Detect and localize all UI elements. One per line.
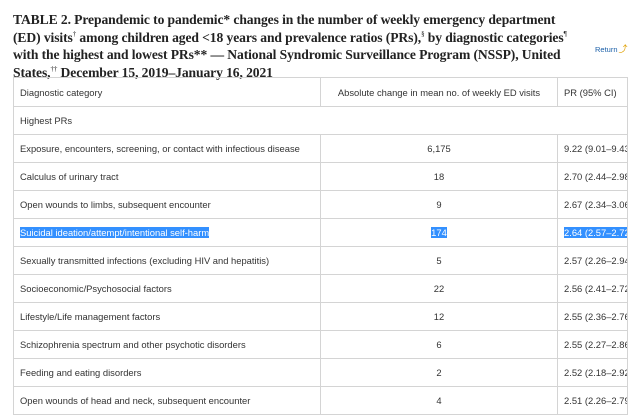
cell-change-text: 6,175	[427, 143, 451, 154]
caption-text-3: by diagnostic categories	[424, 29, 564, 45]
table-row: Open wounds to limbs, subsequent encount…	[13, 190, 628, 219]
cell-pr-text: 2.70 (2.44–2.98)	[564, 171, 628, 182]
cell-pr-text: 2.56 (2.41–2.72)	[564, 283, 628, 294]
cell-change: 4	[320, 386, 558, 415]
cell-category: Feeding and eating disorders	[13, 358, 321, 387]
cell-pr: 2.51 (2.26–2.79)	[557, 386, 628, 415]
cell-pr-text: 9.22 (9.01–9.43)	[564, 143, 628, 154]
column-header-change: Absolute change in mean no. of weekly ED…	[320, 77, 558, 107]
cell-pr: 2.55 (2.36–2.76)	[557, 302, 628, 331]
cell-change: 22	[320, 274, 558, 303]
cell-pr: 2.67 (2.34–3.06)	[557, 190, 628, 219]
table-body: Highest PRs Exposure, encounters, screen…	[13, 106, 628, 415]
table-row: Suicidal ideation/attempt/intentional se…	[13, 218, 628, 247]
cell-pr-text: 2.51 (2.26–2.79)	[564, 395, 628, 406]
cell-category: Lifestyle/Life management factors	[13, 302, 321, 331]
cell-category: Open wounds to limbs, subsequent encount…	[13, 190, 321, 219]
caption-text-4: with the highest and lowest PRs** — Nati…	[13, 47, 561, 80]
cell-category-text: Exposure, encounters, screening, or cont…	[20, 143, 300, 154]
table-row: Sexually transmitted infections (excludi…	[13, 246, 628, 275]
data-table-container: Diagnostic category Absolute change in m…	[13, 77, 628, 415]
cell-change: 18	[320, 162, 558, 191]
caption-text-1: TABLE 2. Prepandemic to pandemic* change…	[13, 12, 556, 45]
cell-category-text: Open wounds of head and neck, subsequent…	[20, 395, 251, 406]
section-label: Highest PRs	[13, 106, 628, 135]
cell-pr: 2.70 (2.44–2.98)	[557, 162, 628, 191]
cell-change: 12	[320, 302, 558, 331]
cell-change: 174	[320, 218, 558, 247]
cell-category-text: Lifestyle/Life management factors	[20, 311, 161, 322]
cell-category-text: Socioeconomic/Psychosocial factors	[20, 283, 172, 294]
cell-change: 6,175	[320, 134, 558, 163]
cell-pr: 2.52 (2.18–2.92)	[557, 358, 628, 387]
cell-change: 2	[320, 358, 558, 387]
section-row-highest: Highest PRs	[13, 106, 628, 135]
cell-category: Schizophrenia spectrum and other psychot…	[13, 330, 321, 359]
cell-pr: 2.64 (2.57–2.72)	[557, 218, 628, 247]
cell-change: 6	[320, 330, 558, 359]
return-link-label: Return	[595, 45, 618, 54]
table-row: Lifestyle/Life management factors 12 2.55 …	[13, 302, 628, 331]
cell-category: Exposure, encounters, screening, or cont…	[13, 134, 321, 163]
cell-pr-text: 2.55 (2.27–2.86)	[564, 339, 628, 350]
cell-change-text: 4	[436, 395, 442, 406]
cell-category: Open wounds of head and neck, subsequent…	[13, 386, 321, 415]
table-row: Exposure, encounters, screening, or cont…	[13, 134, 628, 163]
cell-category-text: Calculus of urinary tract	[20, 171, 119, 182]
cell-category: Socioeconomic/Psychosocial factors	[13, 274, 321, 303]
cell-change-text: 6	[436, 339, 442, 350]
cell-category: Sexually transmitted infections (excludi…	[13, 246, 321, 275]
return-arrow-icon: ⤴	[618, 44, 628, 54]
cell-change-text: 5	[436, 255, 442, 266]
data-table: Diagnostic category Absolute change in m…	[13, 77, 628, 415]
cell-category-text: Schizophrenia spectrum and other psychot…	[20, 339, 246, 350]
column-header-category: Diagnostic category	[13, 77, 321, 107]
cell-pr: 2.56 (2.41–2.72)	[557, 274, 628, 303]
cell-pr-text: 2.52 (2.18–2.92)	[564, 367, 628, 378]
cell-change-text: 9	[436, 199, 442, 210]
cell-change: 9	[320, 190, 558, 219]
cell-change-text: 22	[433, 283, 445, 294]
caption-text-2: among children aged <18 years and preval…	[76, 29, 422, 45]
table-caption: TABLE 2. Prepandemic to pandemic* change…	[13, 11, 581, 81]
table-row: Schizophrenia spectrum and other psychot…	[13, 330, 628, 359]
cell-category: Calculus of urinary tract	[13, 162, 321, 191]
cell-category-text: Feeding and eating disorders	[20, 367, 142, 378]
cell-change-text: 12	[433, 311, 445, 322]
cell-pr-text: 2.67 (2.34–3.06)	[564, 199, 628, 210]
return-link[interactable]: Return ⤴	[595, 44, 628, 55]
footnote-marker-section[interactable]: §	[421, 29, 425, 38]
cell-change: 5	[320, 246, 558, 275]
footnote-marker-double-dagger[interactable]: ††	[50, 64, 58, 73]
cell-pr: 9.22 (9.01–9.43)	[557, 134, 628, 163]
table-row: Open wounds of head and neck, subsequent…	[13, 386, 628, 415]
table-row: Calculus of urinary tract 18 2.70 (2.44–2.…	[13, 162, 628, 191]
cell-pr: 2.55 (2.27–2.86)	[557, 330, 628, 359]
footnote-marker-dagger[interactable]: †	[72, 29, 77, 38]
table-header-row: Diagnostic category Absolute change in m…	[13, 77, 628, 107]
cell-change-text: 2	[436, 367, 442, 378]
footnote-marker-pilcrow[interactable]: ¶	[563, 29, 567, 38]
cell-pr-text: 2.55 (2.36–2.76)	[564, 311, 628, 322]
column-header-pr: PR (95% CI)	[557, 77, 628, 107]
table-row: Socioeconomic/Psychosocial factors 22 2.56…	[13, 274, 628, 303]
cell-change-text: 174	[431, 227, 447, 238]
cell-category-text: Sexually transmitted infections (excludi…	[20, 255, 270, 266]
table-row: Feeding and eating disorders 2 2.52 (2.18–…	[13, 358, 628, 387]
cell-pr-text: 2.57 (2.26–2.94)	[564, 255, 628, 266]
cell-category-text: Open wounds to limbs, subsequent encount…	[20, 199, 211, 210]
cell-category: Suicidal ideation/attempt/intentional se…	[13, 218, 321, 247]
caption-text-5: December 15, 2019–January 16, 2021	[57, 64, 273, 80]
cell-pr: 2.57 (2.26–2.94)	[557, 246, 628, 275]
cell-change-text: 18	[433, 171, 445, 182]
cell-category-text: Suicidal ideation/attempt/intentional se…	[20, 227, 210, 238]
cell-pr-text: 2.64 (2.57–2.72)	[564, 227, 627, 238]
